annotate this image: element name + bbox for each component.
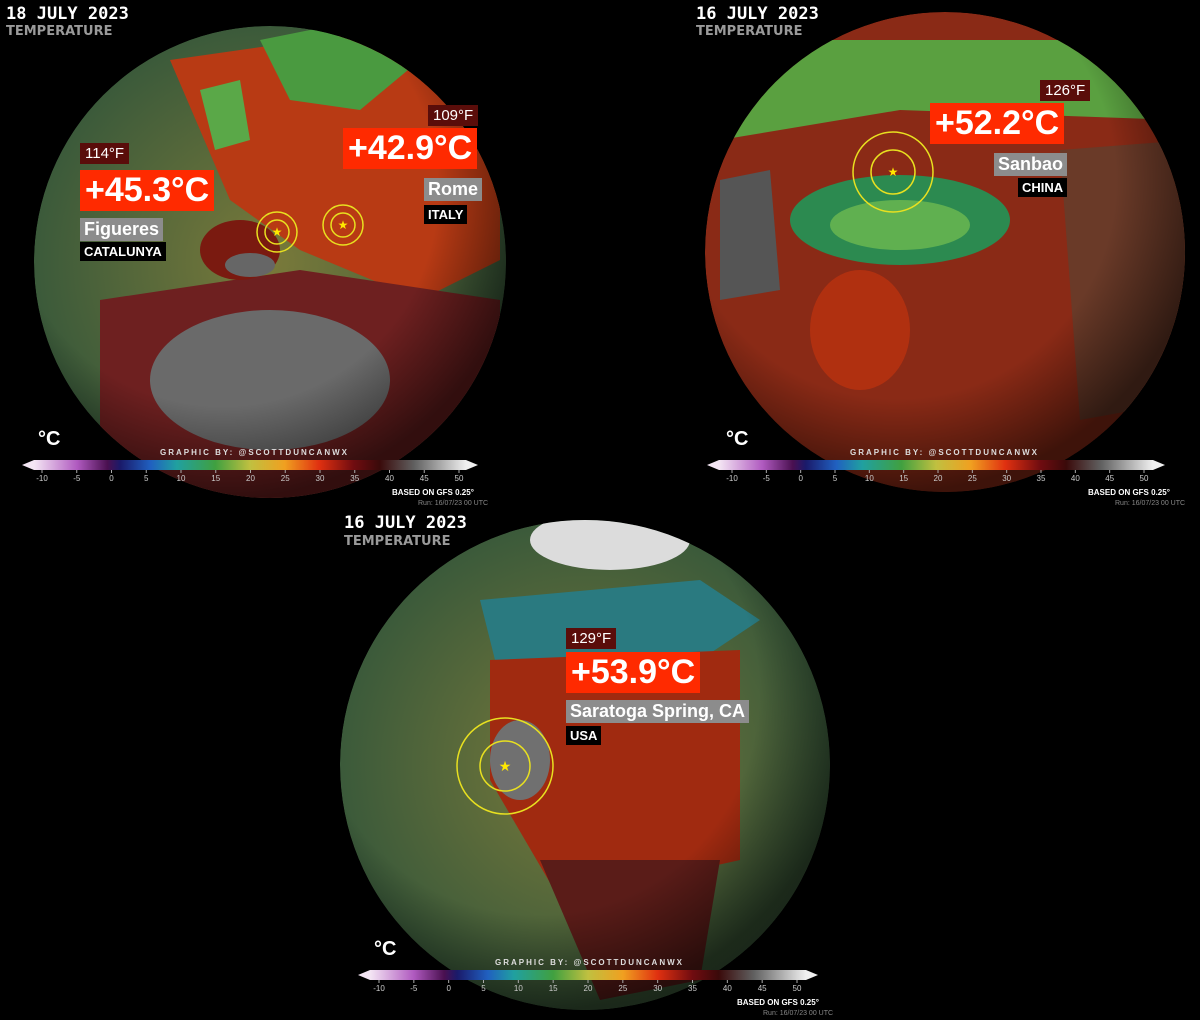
colorbar bbox=[370, 970, 806, 980]
credit: GRAPHIC BY: @SCOTTDUNCANWX bbox=[850, 448, 1039, 457]
svg-text:★: ★ bbox=[338, 218, 349, 232]
tick-label: 25 bbox=[618, 984, 627, 993]
unit: °C bbox=[726, 428, 749, 450]
tick-label: 0 bbox=[446, 984, 451, 993]
fahrenheit: 126°F bbox=[1040, 80, 1091, 101]
colorbar-end bbox=[707, 460, 719, 470]
fahrenheit: 129°F bbox=[566, 628, 617, 649]
date: 18 JULY 2023 bbox=[6, 4, 129, 24]
region: CATALUNYA bbox=[80, 242, 166, 261]
place: Rome bbox=[424, 178, 483, 201]
svg-text:★: ★ bbox=[272, 225, 283, 239]
tick-label: 5 bbox=[144, 474, 149, 483]
tick-label: -5 bbox=[73, 474, 81, 483]
tick-label: 40 bbox=[1071, 474, 1080, 483]
date: 16 JULY 2023 bbox=[344, 513, 467, 533]
tick-label: 25 bbox=[281, 474, 290, 483]
date: 16 JULY 2023 bbox=[696, 4, 819, 24]
subtitle: TEMPERATURE bbox=[6, 24, 113, 39]
colorbar-end bbox=[806, 970, 818, 980]
fahrenheit: 109°F bbox=[428, 105, 479, 126]
source: BASED ON GFS 0.25° bbox=[1088, 488, 1170, 497]
celsius: +45.3°C bbox=[80, 170, 215, 211]
tick-label: -10 bbox=[373, 984, 385, 993]
tick-label: 35 bbox=[688, 984, 697, 993]
unit: °C bbox=[374, 938, 397, 960]
colorbar-end bbox=[22, 460, 34, 470]
fahrenheit: 114°F bbox=[80, 143, 130, 164]
tick-label: 35 bbox=[350, 474, 359, 483]
colorbar bbox=[719, 460, 1153, 470]
subtitle: TEMPERATURE bbox=[344, 534, 451, 549]
tick-label: 15 bbox=[899, 474, 908, 483]
tick-label: 30 bbox=[316, 474, 325, 483]
tick-label: 0 bbox=[109, 474, 114, 483]
place: Figueres bbox=[80, 218, 164, 241]
tick-label: 30 bbox=[653, 984, 662, 993]
region: USA bbox=[566, 726, 602, 745]
colorbar-end bbox=[358, 970, 370, 980]
tick-label: 20 bbox=[584, 984, 593, 993]
svg-text:★: ★ bbox=[499, 758, 512, 774]
tick-label: 35 bbox=[1037, 474, 1046, 483]
tick-label: -10 bbox=[726, 474, 738, 483]
place: Sanbao bbox=[994, 153, 1068, 176]
tick-label: 40 bbox=[723, 984, 732, 993]
tick-label: 0 bbox=[798, 474, 803, 483]
celsius: +42.9°C bbox=[343, 128, 478, 169]
colorbar-end bbox=[466, 460, 478, 470]
tick-label: 25 bbox=[968, 474, 977, 483]
subtitle: TEMPERATURE bbox=[696, 24, 803, 39]
tick-label: 5 bbox=[481, 984, 486, 993]
globe bbox=[34, 26, 506, 498]
tick-label: 20 bbox=[246, 474, 255, 483]
tick-label: 10 bbox=[177, 474, 186, 483]
tick-label: -5 bbox=[763, 474, 771, 483]
tick-label: 30 bbox=[1002, 474, 1011, 483]
tick-label: 45 bbox=[758, 984, 767, 993]
tick-label: -10 bbox=[36, 474, 48, 483]
colorbar-end bbox=[1153, 460, 1165, 470]
tick-label: 40 bbox=[385, 474, 394, 483]
source: BASED ON GFS 0.25° bbox=[737, 998, 819, 1007]
svg-text:★: ★ bbox=[888, 165, 899, 179]
globe bbox=[340, 520, 830, 1010]
tick-label: 50 bbox=[455, 474, 464, 483]
tick-label: 20 bbox=[934, 474, 943, 483]
region: ITALY bbox=[424, 205, 468, 224]
place: Saratoga Spring, CA bbox=[566, 700, 750, 723]
run: Run: 16/07/23 00 UTC bbox=[418, 500, 489, 507]
tick-label: 15 bbox=[549, 984, 558, 993]
celsius: +52.2°C bbox=[930, 103, 1065, 144]
unit: °C bbox=[38, 428, 61, 450]
region: CHINA bbox=[1018, 178, 1068, 197]
run: Run: 16/07/23 00 UTC bbox=[1115, 500, 1186, 507]
tick-label: 15 bbox=[211, 474, 220, 483]
run: Run: 16/07/23 00 UTC bbox=[763, 1010, 834, 1017]
celsius: +53.9°C bbox=[566, 652, 701, 693]
tick-label: 45 bbox=[1105, 474, 1114, 483]
tick-label: 50 bbox=[793, 984, 802, 993]
globe bbox=[705, 12, 1185, 492]
tick-label: 45 bbox=[420, 474, 429, 483]
tick-label: -5 bbox=[410, 984, 418, 993]
tick-label: 10 bbox=[865, 474, 874, 483]
credit: GRAPHIC BY: @SCOTTDUNCANWX bbox=[495, 958, 684, 967]
colorbar bbox=[34, 460, 466, 470]
tick-label: 5 bbox=[833, 474, 838, 483]
credit: GRAPHIC BY: @SCOTTDUNCANWX bbox=[160, 448, 349, 457]
tick-label: 10 bbox=[514, 984, 523, 993]
tick-label: 50 bbox=[1140, 474, 1149, 483]
source: BASED ON GFS 0.25° bbox=[392, 488, 474, 497]
